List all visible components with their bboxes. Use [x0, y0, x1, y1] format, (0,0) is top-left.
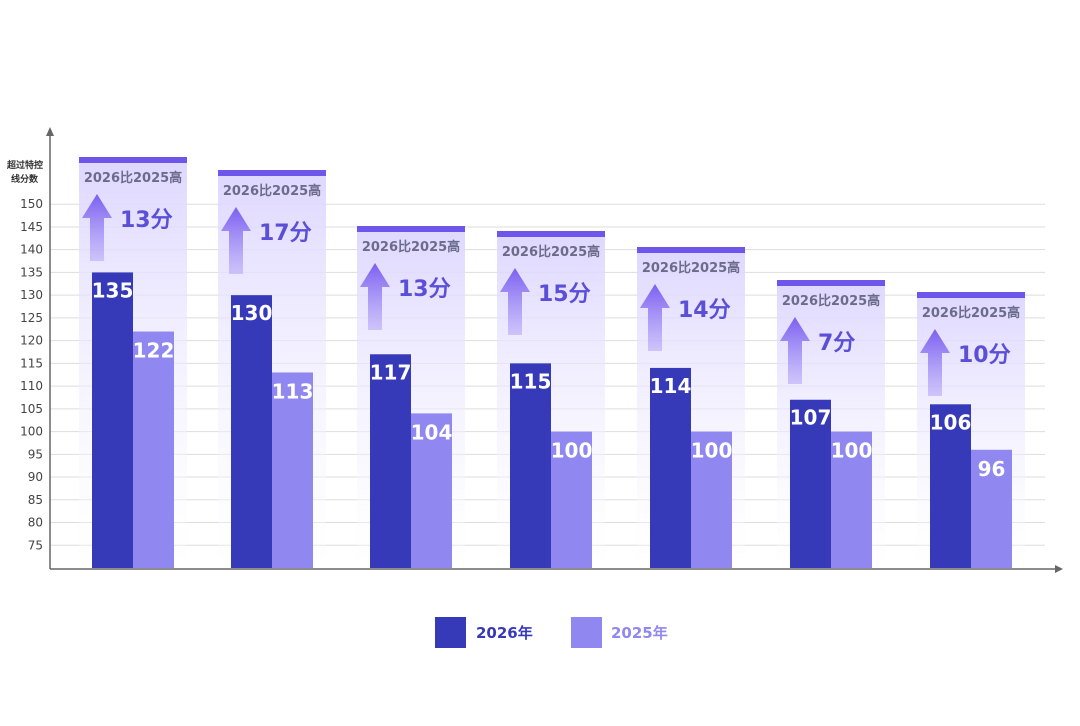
- y-tick-label: 115: [20, 356, 43, 370]
- y-tick-label: 100: [20, 425, 43, 439]
- difference-label: 13分: [120, 208, 173, 233]
- comparison-label: 2026比2025高: [362, 239, 460, 255]
- y-tick-label: 90: [28, 470, 43, 484]
- data-label-2026: 115: [510, 369, 552, 393]
- data-label-2026: 114: [650, 374, 692, 398]
- bar-2026: [790, 399, 831, 568]
- comparison-label: 2026比2025高: [922, 305, 1020, 321]
- comparison-label: 2026比2025高: [782, 293, 880, 309]
- legend-swatch-2025: [571, 617, 602, 648]
- data-label-2025: 122: [133, 339, 175, 363]
- up-arrow-icon: [221, 207, 251, 274]
- bar-2025: [691, 431, 732, 568]
- up-arrow-icon: [920, 329, 950, 396]
- y-tick-label: 75: [28, 538, 43, 552]
- up-arrow-icon: [82, 194, 112, 261]
- comparison-panel-topbar: [357, 226, 465, 232]
- data-label-2025: 96: [978, 457, 1006, 481]
- comparison-panel-topbar: [917, 292, 1025, 298]
- bar-2025: [971, 449, 1012, 568]
- bar-2025: [272, 372, 313, 568]
- y-axis-label-line2: 线分数: [11, 173, 39, 185]
- bar-2025: [831, 431, 872, 568]
- y-tick-label: 135: [20, 265, 43, 279]
- up-arrow-icon: [780, 317, 810, 384]
- comparison-label: 2026比2025高: [642, 260, 740, 276]
- legend-label-2026: 2026年: [476, 624, 533, 642]
- y-tick-label: 105: [20, 402, 43, 416]
- y-tick-label: 80: [28, 516, 43, 530]
- y-tick-label: 125: [20, 311, 43, 325]
- legend-label-2025: 2025年: [611, 624, 668, 642]
- difference-label: 13分: [398, 277, 451, 302]
- comparison-label: 2026比2025高: [84, 170, 182, 186]
- difference-label: 14分: [678, 298, 731, 323]
- comparison-label: 2026比2025高: [502, 244, 600, 260]
- comparison-panel-topbar: [777, 280, 885, 286]
- data-label-2025: 113: [272, 379, 314, 403]
- up-arrow-icon: [360, 263, 390, 330]
- bar-2025: [411, 413, 452, 568]
- comparison-panel-topbar: [497, 231, 605, 237]
- bar-2026: [92, 272, 133, 568]
- comparison-label: 2026比2025高: [223, 183, 321, 199]
- data-label-2025: 100: [831, 439, 873, 463]
- comparison-panel-topbar: [637, 247, 745, 253]
- y-tick-label: 145: [20, 220, 43, 234]
- y-tick-label: 85: [28, 493, 43, 507]
- data-label-2026: 135: [92, 278, 134, 302]
- legend: 2026年 2025年: [435, 617, 668, 648]
- data-label-2026: 106: [930, 410, 972, 434]
- x-axis-arrow-icon: [1055, 565, 1063, 573]
- data-label-2026: 107: [790, 406, 832, 430]
- data-label-2026: 130: [231, 301, 273, 325]
- y-tick-label: 150: [20, 197, 43, 211]
- comparison-panel-topbar: [218, 170, 326, 176]
- difference-label: 10分: [958, 343, 1011, 368]
- y-tick-label: 140: [20, 243, 43, 257]
- up-arrow-icon: [640, 284, 670, 351]
- bar-2025: [133, 331, 174, 568]
- labels: 75 80 85 90 95 100 105 110 115 120 125 130 135 140 145…: [6, 159, 1020, 552]
- bar-2026: [510, 363, 551, 568]
- data-label-2025: 104: [411, 420, 453, 444]
- y-axis-arrow-icon: [46, 127, 54, 136]
- y-tick-label: 110: [20, 379, 43, 393]
- bars: [92, 272, 1012, 568]
- y-axis-label-line1: 超过特控: [6, 159, 43, 171]
- bar-2026: [370, 354, 411, 568]
- axes: [46, 127, 1063, 573]
- legend-swatch-2026: [435, 617, 466, 648]
- up-arrow-icon: [500, 268, 530, 335]
- comparison-panel-topbar: [79, 157, 187, 163]
- data-label-2026: 117: [370, 360, 412, 384]
- bar-2026: [930, 404, 971, 568]
- y-tick-label: 120: [20, 334, 43, 348]
- data-label-2025: 100: [551, 439, 593, 463]
- difference-label: 17分: [259, 221, 312, 246]
- y-tick-label: 95: [28, 447, 43, 461]
- bar-2025: [551, 431, 592, 568]
- y-tick-label: 130: [20, 288, 43, 302]
- difference-label: 7分: [818, 331, 855, 356]
- data-label-2025: 100: [691, 439, 733, 463]
- difference-label: 15分: [538, 282, 591, 307]
- bar-2026: [650, 367, 691, 568]
- bar-2026: [231, 295, 272, 568]
